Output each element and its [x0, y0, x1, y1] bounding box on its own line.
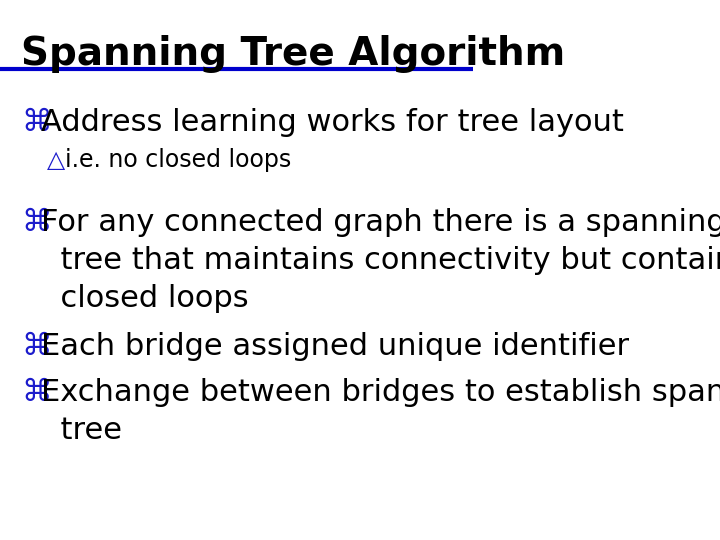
Text: i.e. no closed loops: i.e. no closed loops [66, 148, 292, 172]
Text: △: △ [48, 148, 66, 172]
Text: Spanning Tree Algorithm: Spanning Tree Algorithm [22, 35, 565, 73]
Text: ⌘: ⌘ [22, 332, 52, 361]
Text: Each bridge assigned unique identifier: Each bridge assigned unique identifier [41, 332, 629, 361]
Text: ⌘: ⌘ [22, 378, 52, 407]
Text: ⌘: ⌘ [22, 208, 52, 237]
Text: Exchange between bridges to establish spanning
  tree: Exchange between bridges to establish sp… [41, 378, 720, 445]
Text: For any connected graph there is a spanning
  tree that maintains connectivity b: For any connected graph there is a spann… [41, 208, 720, 313]
Text: ⌘: ⌘ [22, 108, 52, 137]
Text: Address learning works for tree layout: Address learning works for tree layout [41, 108, 624, 137]
